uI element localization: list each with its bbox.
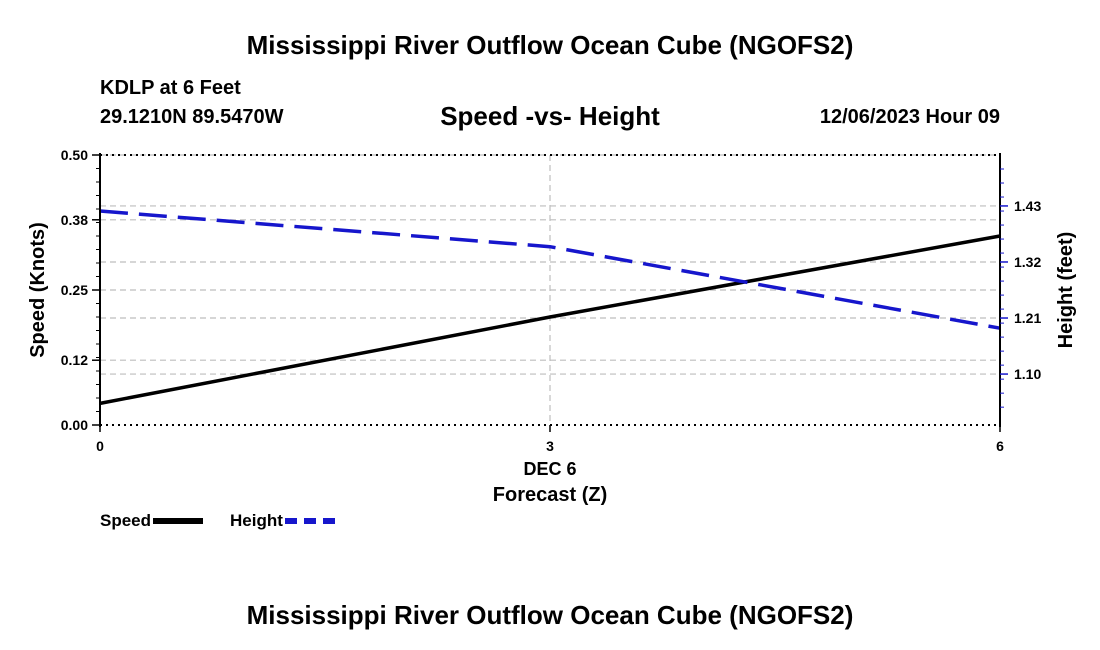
axes [92, 153, 1008, 432]
y-right-tick-label: 1.43 [1014, 198, 1041, 214]
y-left-tick-label: 0.00 [61, 417, 88, 433]
x-tick-label: 0 [96, 438, 104, 454]
legend-speed: Speed [100, 510, 204, 532]
x-axis-title: Forecast (Z) [493, 484, 607, 506]
y-right-tick-label: 1.21 [1014, 310, 1041, 326]
chart-date: 12/06/2023 Hour 09 [819, 106, 1000, 128]
legend-height: Height [230, 510, 335, 532]
station-coords: 29.1210N 89.5470W [100, 106, 284, 128]
legend-height-swatch [284, 517, 335, 524]
chart-title: Speed -vs- Height [440, 101, 660, 131]
station-name: KDLP at 6 Feet [100, 77, 241, 99]
legend-speed-swatch [153, 517, 204, 524]
y-right-tick-label: 1.10 [1014, 366, 1041, 382]
y-left-tick-label: 0.38 [61, 212, 88, 228]
legend-height-label: Height [230, 510, 283, 530]
footer-title: Mississippi River Outflow Ocean Cube (NG… [246, 600, 854, 630]
legend-speed-label: Speed [100, 510, 152, 530]
chart: 0.00 0.12 0.25 0.38 0.50 1.10 1.21 1.32 1.43 0 3 6 D… [27, 147, 1077, 506]
x-tick-label: 3 [546, 438, 554, 454]
y-left-tick-label: 0.50 [61, 147, 88, 163]
axis-labels: 0.00 0.12 0.25 0.38 0.50 1.10 1.21 1.32 1.43 0 3 6 D… [27, 147, 1077, 506]
x-date-label: DEC 6 [523, 459, 576, 479]
y-axis-left-title: Speed (Knots) [27, 222, 49, 358]
main-title: Mississippi River Outflow Ocean Cube (NG… [246, 30, 854, 60]
y-right-tick-label: 1.32 [1014, 254, 1041, 270]
y-axis-right-title: Height (feet) [1055, 232, 1077, 349]
x-tick-label: 6 [996, 438, 1004, 454]
grid [100, 154, 1000, 425]
y-left-tick-label: 0.12 [61, 352, 88, 368]
y-left-tick-label: 0.25 [61, 282, 88, 298]
